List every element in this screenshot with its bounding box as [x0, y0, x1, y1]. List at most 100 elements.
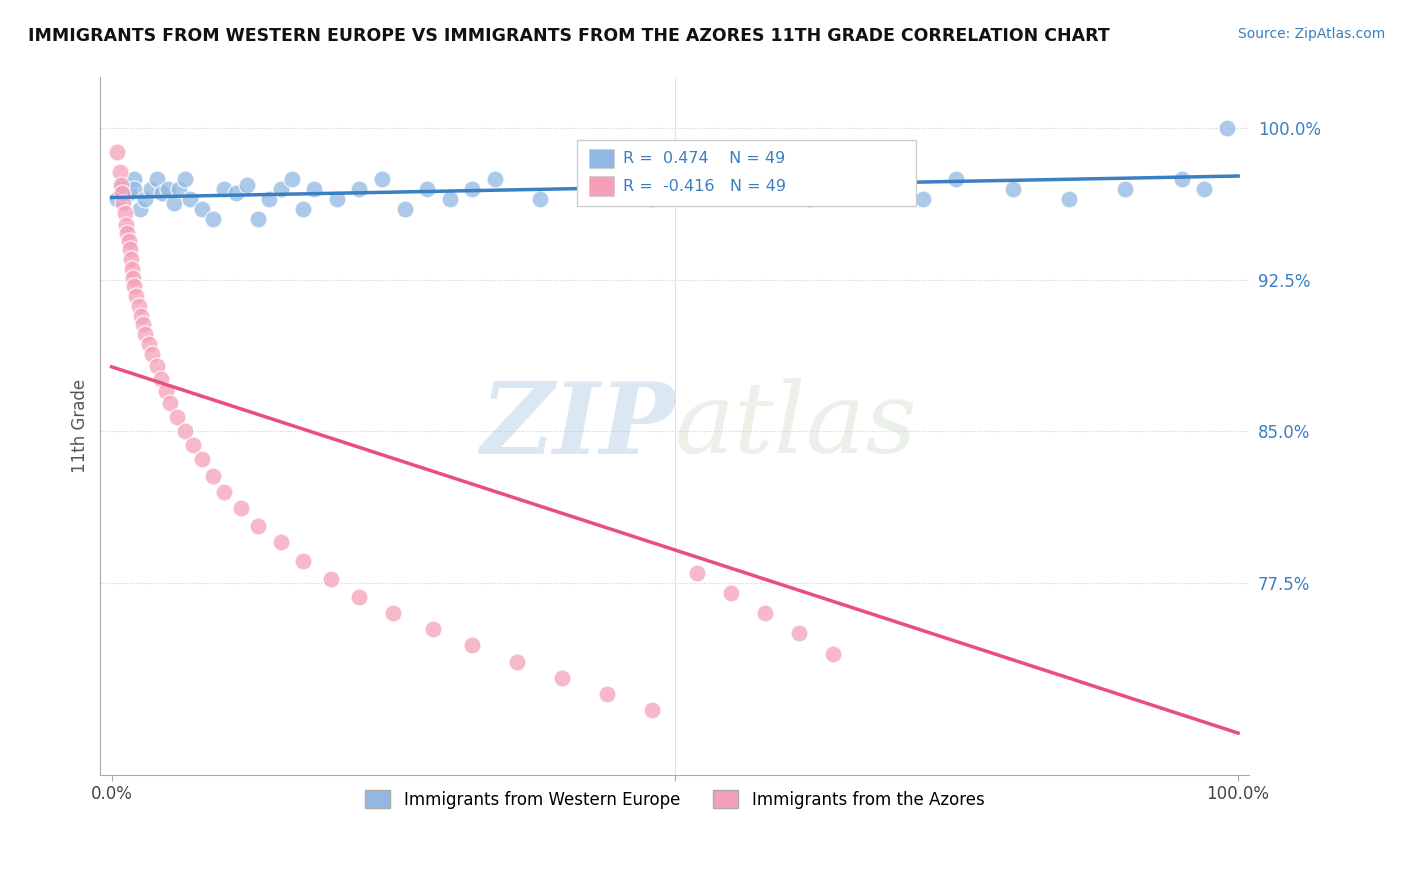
Point [166, 410, 188, 425]
Point [799, 192, 821, 206]
Point [321, 572, 343, 586]
Point [111, 178, 134, 192]
Point [686, 171, 709, 186]
Point [201, 211, 224, 226]
Point [720, 586, 742, 600]
Point [529, 192, 551, 206]
Point [181, 438, 204, 452]
Point [292, 553, 315, 567]
Point [214, 181, 236, 195]
Text: IMMIGRANTS FROM WESTERN EUROPE VS IMMIGRANTS FROM THE AZORES 11TH GRADE CORRELAT: IMMIGRANTS FROM WESTERN EUROPE VS IMMIGR… [28, 27, 1109, 45]
Point [132, 317, 155, 331]
Point [422, 622, 444, 636]
Point [128, 299, 150, 313]
Point [484, 171, 506, 186]
Point [122, 181, 145, 195]
Point [394, 202, 416, 216]
Point [247, 211, 270, 226]
Point [145, 359, 167, 374]
Point [159, 396, 181, 410]
Point [155, 384, 177, 398]
Point [506, 655, 529, 669]
Bar [578, 140, 917, 206]
Point [201, 468, 224, 483]
Point [1216, 120, 1239, 135]
Point [247, 519, 270, 533]
Point [821, 647, 844, 661]
Point [596, 687, 619, 701]
Point [461, 181, 484, 195]
Point [111, 186, 134, 200]
Point [551, 671, 574, 685]
Point [236, 178, 259, 192]
Point [129, 309, 152, 323]
Point [179, 192, 201, 206]
Text: ZIP: ZIP [479, 378, 675, 475]
Point [270, 535, 292, 549]
Point [115, 218, 138, 232]
Point [128, 202, 150, 216]
Point [120, 252, 142, 267]
Point [754, 606, 776, 620]
Point [125, 289, 148, 303]
Point [382, 606, 405, 620]
Point [145, 171, 167, 186]
Text: R =  -0.416   N = 49: R = -0.416 N = 49 [623, 178, 786, 194]
Point [117, 226, 139, 240]
Point [574, 181, 596, 195]
Point [150, 186, 173, 200]
Point [156, 181, 179, 195]
Text: atlas: atlas [675, 378, 918, 474]
Point [173, 424, 195, 438]
Point [111, 195, 134, 210]
Point [231, 500, 253, 515]
Point [304, 181, 326, 195]
Point [945, 171, 967, 186]
Point [114, 206, 136, 220]
Point [1114, 181, 1136, 195]
Point [122, 278, 145, 293]
Text: R =  0.474    N = 49: R = 0.474 N = 49 [623, 151, 786, 166]
Point [117, 234, 139, 248]
Point [1057, 192, 1080, 206]
Point [641, 192, 664, 206]
Point [281, 171, 304, 186]
Point [190, 452, 212, 467]
Point [349, 590, 371, 604]
Point [371, 171, 394, 186]
Point [416, 181, 439, 195]
Point [122, 171, 145, 186]
Point [326, 192, 349, 206]
Point [259, 192, 281, 206]
Point [134, 192, 156, 206]
Point [117, 186, 139, 200]
Y-axis label: 11th Grade: 11th Grade [72, 379, 89, 473]
Point [292, 202, 315, 216]
Point [167, 181, 190, 195]
Point [439, 192, 461, 206]
Point [173, 171, 195, 186]
Point [214, 484, 236, 499]
Point [787, 626, 810, 640]
Bar [589, 149, 614, 168]
Point [118, 242, 141, 256]
Point [141, 347, 163, 361]
Legend: Immigrants from Western Europe, Immigrants from the Azores: Immigrants from Western Europe, Immigran… [359, 784, 991, 815]
Point [150, 371, 173, 385]
Point [134, 327, 156, 342]
Point [1194, 181, 1216, 195]
Point [138, 337, 160, 351]
Point [225, 186, 247, 200]
Point [461, 639, 484, 653]
Bar [589, 177, 614, 196]
Point [105, 192, 128, 206]
Point [162, 195, 184, 210]
Point [270, 181, 292, 195]
Point [641, 703, 664, 717]
Point [349, 181, 371, 195]
Point [139, 181, 162, 195]
Point [754, 181, 776, 195]
Point [686, 566, 709, 580]
Text: Source: ZipAtlas.com: Source: ZipAtlas.com [1237, 27, 1385, 41]
Point [866, 181, 889, 195]
